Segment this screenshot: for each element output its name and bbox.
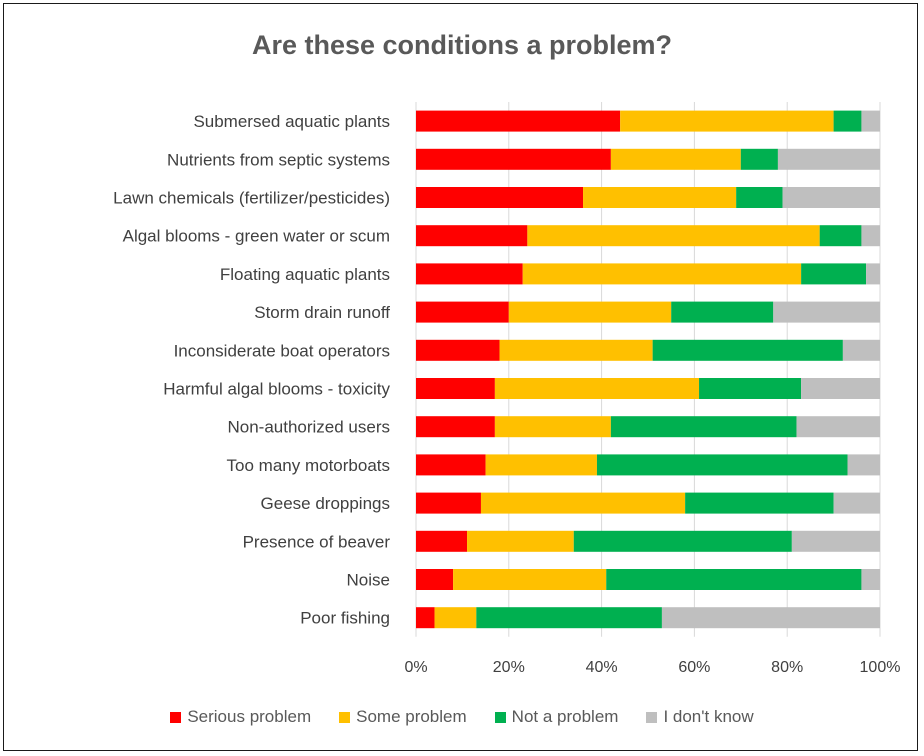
bar-segment <box>685 492 834 514</box>
bar-segment <box>416 187 584 208</box>
bar-segment <box>801 263 867 285</box>
bar-segment <box>416 607 435 629</box>
category-label: Harmful algal blooms - toxicity <box>163 380 390 399</box>
bar-segment <box>494 416 611 438</box>
bar-segment <box>610 416 797 438</box>
legend-label-serious: Serious problem <box>187 707 312 726</box>
category-label: Too many motorboats <box>227 456 390 475</box>
bar-segment <box>671 301 774 323</box>
bar-segment <box>861 110 880 132</box>
legend-label-dontknow: I don't know <box>663 707 754 726</box>
bar-segment <box>782 187 880 208</box>
bar-segment <box>610 148 741 170</box>
bar-segment <box>508 301 672 323</box>
bar-segment <box>596 454 848 476</box>
bar-segment <box>777 148 880 170</box>
category-label: Non-authorized users <box>227 418 390 437</box>
x-tick-label: 20% <box>493 659 525 676</box>
bar-segment <box>842 339 880 361</box>
category-label: Storm drain runoff <box>254 303 390 322</box>
x-tick-label: 100% <box>860 659 901 676</box>
bar-segment <box>499 339 653 361</box>
bar-segment <box>476 607 662 629</box>
bar-segment <box>573 530 792 552</box>
bar-segment <box>861 569 880 590</box>
category-label: Submersed aquatic plants <box>193 112 390 131</box>
bar-segment <box>467 530 574 552</box>
bar-segment <box>416 378 495 399</box>
bar-segment <box>661 607 880 629</box>
legend-item-serious: Serious problem <box>170 707 311 727</box>
x-tick-label: 0% <box>404 659 427 676</box>
bar-segment <box>416 454 486 476</box>
category-label: Floating aquatic plants <box>220 265 390 284</box>
bar-segment <box>416 569 454 590</box>
legend-item-some: Some problem <box>339 707 467 727</box>
x-tick-label: 40% <box>586 659 618 676</box>
bar-segment <box>480 492 686 514</box>
bar-segment <box>819 225 862 247</box>
bar-segment <box>652 339 843 361</box>
bar-segment <box>416 530 468 552</box>
bar-segment <box>833 110 862 132</box>
category-label: Presence of beaver <box>243 532 391 551</box>
x-tick-label: 80% <box>771 659 803 676</box>
bar-segment <box>699 378 802 399</box>
bar-segment <box>494 378 700 399</box>
bar-segment <box>583 187 737 208</box>
bar-segment <box>801 378 880 399</box>
bar-segment <box>620 110 834 132</box>
legend-label-some: Some problem <box>356 707 467 726</box>
bar-segment <box>453 569 607 590</box>
legend-swatch-dontknow <box>646 711 658 723</box>
bar-segment <box>861 225 880 247</box>
bar-segment <box>416 148 611 170</box>
category-label: Algal blooms - green water or scum <box>123 227 390 246</box>
legend-item-dontknow: I don't know <box>646 707 754 727</box>
chart-title: Are these conditions a problem? <box>251 30 673 60</box>
bar-segment <box>416 110 621 132</box>
category-label: Lawn chemicals (fertilizer/pesticides) <box>113 189 390 208</box>
bar-segment <box>416 225 528 247</box>
bar-segment <box>522 263 802 285</box>
bar-segment <box>796 416 880 438</box>
legend-swatch-serious <box>170 711 182 723</box>
legend-swatch-some <box>339 711 351 723</box>
category-label: Nutrients from septic systems <box>167 150 390 169</box>
category-label: Inconsiderate boat operators <box>174 341 390 360</box>
bar-segment <box>416 492 481 514</box>
bar-segment <box>736 187 783 208</box>
legend-item-not: Not a problem <box>494 707 619 727</box>
legend-swatch-not <box>494 711 506 723</box>
bar-segment <box>485 454 597 476</box>
bar-segment <box>773 301 880 323</box>
bar-segment <box>527 225 820 247</box>
bar-segment <box>434 607 477 629</box>
stacked-bar-chart: 0% 20% 40% 60% 80% 100% Submersed aquatic plan… <box>113 102 901 676</box>
bar-segment <box>416 339 500 361</box>
bar-segment <box>416 416 495 438</box>
bar-segment <box>847 454 880 476</box>
bar-segment <box>791 530 880 552</box>
bar-segment <box>606 569 862 590</box>
chart-legend: Serious problem Some problem Not a probl… <box>0 707 924 727</box>
category-label: Geese droppings <box>261 494 390 513</box>
x-tick-label: 60% <box>678 659 710 676</box>
category-label: Noise <box>347 571 390 590</box>
bar-segment <box>833 492 880 514</box>
bar-segment <box>866 263 880 285</box>
bar-segment <box>416 263 523 285</box>
legend-label-not: Not a problem <box>511 707 619 726</box>
bar-segment <box>416 301 509 323</box>
category-label: Poor fishing <box>300 609 390 628</box>
bar-segment <box>740 148 778 170</box>
